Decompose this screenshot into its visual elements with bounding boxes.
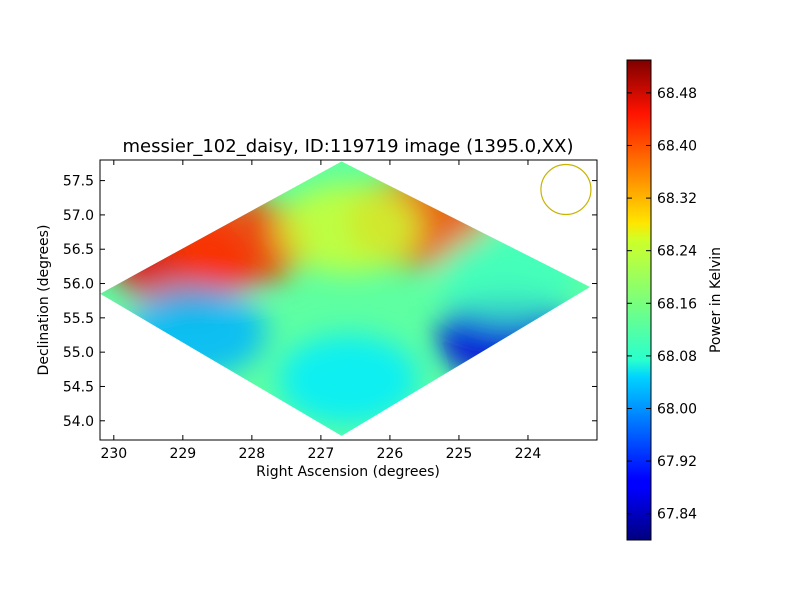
y-tick-label: 55.0 [63,345,94,361]
colorbar-tick-label: 68.00 [657,401,697,417]
y-tick-label: 56.5 [63,242,94,258]
y-tick-label: 57.5 [63,174,94,190]
x-tick-label: 226 [377,446,404,462]
y-tick-label: 55.5 [63,311,94,327]
colorbar-tick-label: 68.32 [657,191,697,207]
y-tick-label: 56.0 [63,277,94,293]
x-tick-label: 229 [169,446,196,462]
x-tick-label: 228 [238,446,265,462]
y-tick-label: 57.0 [63,208,94,224]
x-tick-label: 230 [100,446,127,462]
colorbar-tick-label: 68.08 [657,349,697,365]
colorbar [626,59,652,541]
beam-marker [540,163,592,216]
y-axis-label: Declination (degrees) [36,225,52,376]
colorbar-tick-label: 67.84 [657,507,697,523]
chart-title: messier_102_daisy, ID:119719 image (1395… [123,136,574,157]
colorbar-tick-label: 68.24 [657,244,697,260]
y-ticks: 54.0 54.5 55.0 55.5 56.0 56.5 57.0 57.5 [63,174,597,430]
colorbar-ticks: 67.84 67.92 68.00 68.08 68.16 68.24 68.32 68.40… [627,86,697,523]
map-image [100,161,591,436]
x-tick-label: 227 [308,446,335,462]
x-tick-label: 225 [446,446,473,462]
intensity-feature [126,286,267,377]
intensity-feature [437,231,578,322]
y-tick-label: 54.0 [63,414,94,430]
colorbar-tick-label: 68.16 [657,296,697,312]
axes-frame [99,159,598,441]
colorbar-label: Power in Kelvin [708,247,724,353]
colorbar-tick-label: 67.92 [657,454,697,470]
intensity-feature [278,334,419,425]
intensity-feature [278,183,419,274]
x-axis-label: Right Ascension (degrees) [256,464,440,480]
y-tick-label: 54.5 [63,379,94,395]
x-ticks: 230 229 228 227 226 225 224 [100,160,541,462]
colorbar-tick-label: 68.48 [657,86,697,102]
x-tick-label: 224 [515,446,542,462]
colorbar-tick-label: 68.40 [657,138,697,154]
